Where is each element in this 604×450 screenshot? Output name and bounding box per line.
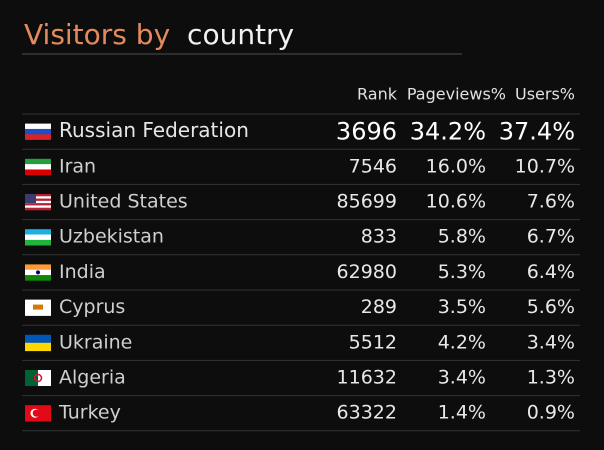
flag: [25, 158, 51, 176]
flag-canton: [25, 194, 36, 203]
country-name: Iran: [59, 155, 96, 177]
cell-value: 11632: [337, 367, 397, 389]
country-name: United States: [59, 191, 188, 213]
flag-stripe: [25, 234, 51, 241]
column-header: Rank: [357, 85, 398, 104]
title: Visitors by country: [24, 18, 294, 51]
cell-value: 62980: [337, 261, 397, 283]
cell-value: 5.3%: [438, 261, 486, 283]
table-row: Uzbekistan 833 5.8% 6.7%: [22, 226, 580, 256]
cell-value: 6.7%: [527, 226, 575, 248]
flag-stripe: [25, 370, 38, 386]
cell-value: 1.3%: [527, 367, 575, 389]
column-header: Users%: [515, 85, 575, 104]
cell-value: 833: [361, 226, 397, 248]
flag-stripe: [25, 134, 51, 140]
flag: [25, 264, 51, 281]
cell-value: 10.7%: [515, 155, 575, 177]
cell-value: 85699: [337, 191, 397, 213]
cell-value: 3.4%: [438, 367, 486, 389]
country-name: Cyprus: [59, 296, 125, 318]
flag-stripe: [25, 194, 51, 197]
country-name: Uzbekistan: [59, 226, 164, 248]
cell-value: 37.4%: [499, 118, 575, 146]
flag-stripe: [25, 164, 51, 170]
table-row: India 62980 5.3% 6.4%: [22, 261, 580, 291]
title-part: country: [187, 18, 294, 51]
flag-stripe: [25, 203, 51, 206]
flag-emblem: [36, 270, 40, 275]
cell-value: 1.4%: [438, 402, 486, 424]
country-name: India: [59, 261, 106, 283]
cell-value: 5.6%: [527, 296, 575, 318]
flag-emblem: [33, 304, 43, 310]
column-header: Pageviews%: [407, 85, 506, 104]
flag: [25, 123, 51, 140]
flag: [25, 299, 51, 316]
cell-value: 4.2%: [438, 331, 486, 353]
cell-value: 6.4%: [527, 261, 575, 283]
cell-value: 7.6%: [527, 191, 575, 213]
country-name: Algeria: [59, 367, 126, 389]
table-row: Algeria 11632 3.4% 1.3%: [22, 367, 580, 397]
title-part: Visitors by: [24, 18, 170, 51]
cell-value: 5.8%: [438, 226, 486, 248]
flag: [25, 229, 51, 246]
cell-value: 5512: [349, 331, 397, 353]
flag-stripe: [25, 200, 51, 204]
flag: [25, 194, 51, 211]
flag-emblem: [32, 409, 40, 417]
cell-value: 289: [361, 296, 397, 318]
country-name: Turkey: [58, 402, 121, 424]
flag-stripe: [38, 370, 51, 386]
cell-value: 3.4%: [527, 331, 575, 353]
flag-stripe: [25, 264, 51, 271]
cell-value: 3696: [336, 118, 397, 146]
cell-value: 10.6%: [426, 191, 486, 213]
table-row: Turkey 63322 1.4% 0.9%: [22, 402, 580, 432]
cell-value: 3.5%: [438, 296, 486, 318]
flag: [25, 334, 51, 352]
country-name: Russian Federation: [59, 118, 249, 142]
table-row: Iran 7546 16.0% 10.7%: [22, 155, 580, 185]
table-row: United States 85699 10.6% 7.6%: [22, 191, 580, 221]
flag-stripe: [25, 205, 51, 209]
flag-stripe: [25, 207, 51, 211]
cell-value: 16.0%: [426, 155, 486, 177]
table-row: Ukraine 5512 4.2% 3.4%: [22, 331, 580, 361]
cell-value: 7546: [349, 155, 397, 177]
flag-stripe: [25, 275, 51, 281]
flag-stripe: [25, 123, 51, 130]
flag-stripe: [25, 158, 51, 165]
flag-stripe: [25, 334, 51, 344]
country-name: Ukraine: [59, 331, 132, 353]
flag-stripe: [25, 196, 51, 199]
table-row: Cyprus 289 3.5% 5.6%: [22, 296, 580, 326]
table-row: Russian Federation 3696 34.2% 37.4%: [22, 118, 580, 150]
cell-value: 0.9%: [527, 402, 575, 424]
flag-emblem: [33, 373, 43, 383]
flag-stripe: [25, 128, 51, 135]
flag-stripe: [25, 169, 51, 176]
flag-stripe: [25, 239, 51, 246]
flag-stripe: [25, 198, 51, 202]
flag: [25, 370, 51, 386]
flag: [25, 405, 51, 422]
flag-stripe: [25, 342, 51, 352]
flag-stripe: [25, 229, 51, 235]
cell-value: 63322: [337, 402, 397, 424]
cell-value: 34.2%: [410, 118, 486, 146]
